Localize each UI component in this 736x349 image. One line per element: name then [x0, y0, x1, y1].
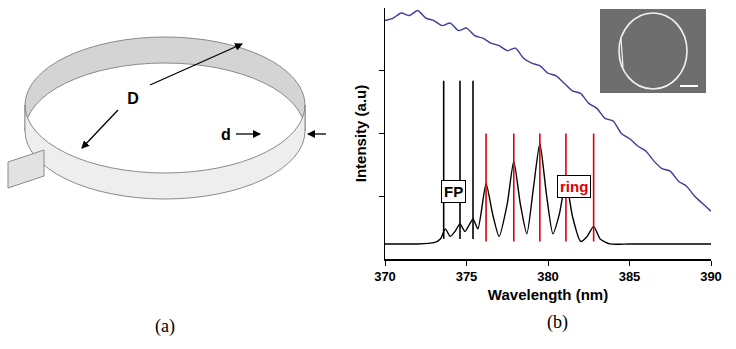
html-text:(b): (b) [547, 312, 568, 332]
svg-text:370: 370 [374, 269, 396, 284]
svg-text:375: 375 [456, 269, 478, 284]
svg-text:385: 385 [619, 269, 641, 284]
svg-text:Intensity (a.u): Intensity (a.u) [352, 85, 369, 183]
svg-text:(a): (a) [155, 316, 175, 337]
svg-text:d: d [221, 126, 231, 143]
svg-text:D: D [127, 90, 139, 107]
svg-text:FP: FP [444, 183, 463, 200]
svg-text:380: 380 [537, 269, 559, 284]
svg-text:ring: ring [560, 178, 588, 195]
svg-text:Wavelength (nm): Wavelength (nm) [488, 286, 608, 303]
svg-text:390: 390 [700, 269, 722, 284]
